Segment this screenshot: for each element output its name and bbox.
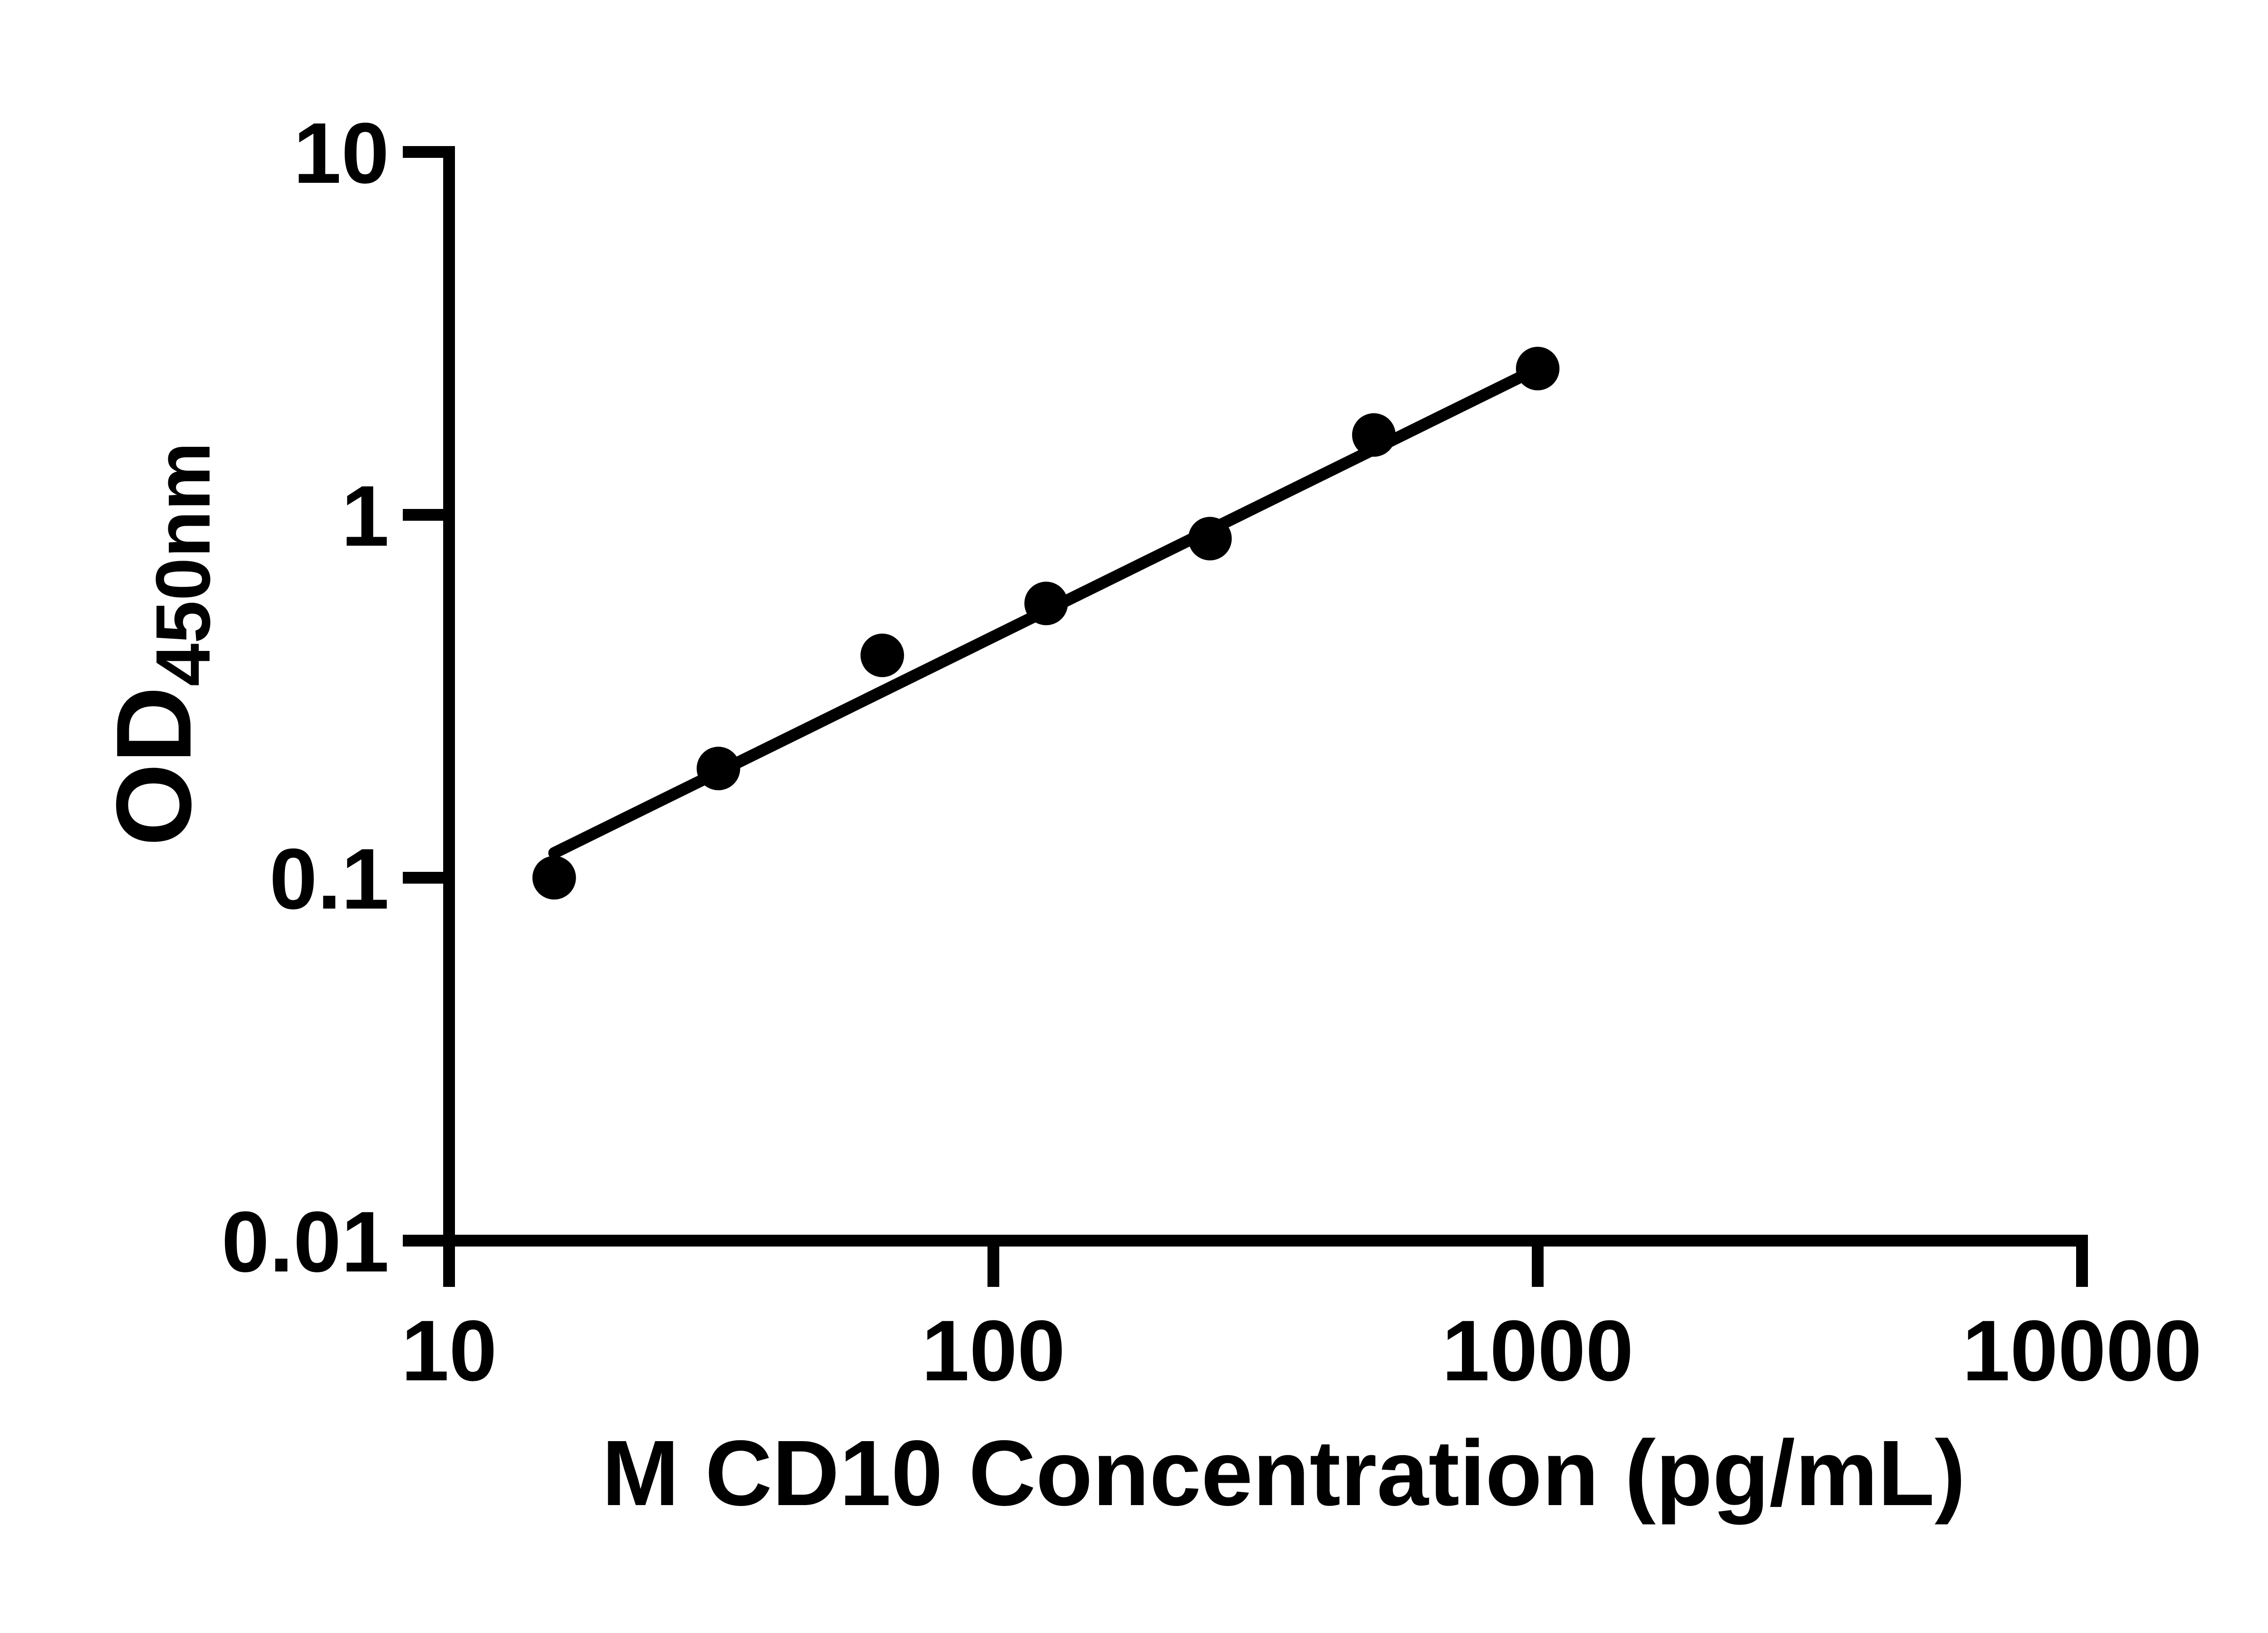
data-point [696, 747, 740, 791]
y-tick-label: 1 [341, 468, 389, 564]
y-axis-label: OD450nm [94, 442, 226, 846]
data-point [1352, 413, 1396, 457]
x-axis-title: M CD10 Concentration (pg/mL) [602, 1421, 1966, 1525]
data-point [1516, 347, 1559, 391]
data-point [860, 633, 904, 677]
x-tick-label: 1000 [1442, 1303, 1634, 1399]
axes-group [403, 146, 2088, 1287]
data-point [1024, 582, 1068, 626]
y-axis-label-subscript: 450nm [140, 442, 226, 686]
x-tick-label: 100 [921, 1303, 1065, 1399]
y-tick-label: 10 [293, 105, 389, 201]
x-tick-label: 10000 [1962, 1303, 2202, 1399]
y-axis-label-main: OD [94, 686, 213, 846]
x-tick-label: 10 [401, 1303, 497, 1399]
y-tick-label: 0.1 [269, 831, 389, 927]
data-point [1188, 517, 1232, 561]
y-tick-label: 0.01 [221, 1194, 389, 1290]
data-point [532, 856, 576, 900]
data-series-group [532, 347, 1559, 900]
ticks-group [403, 146, 2088, 1287]
